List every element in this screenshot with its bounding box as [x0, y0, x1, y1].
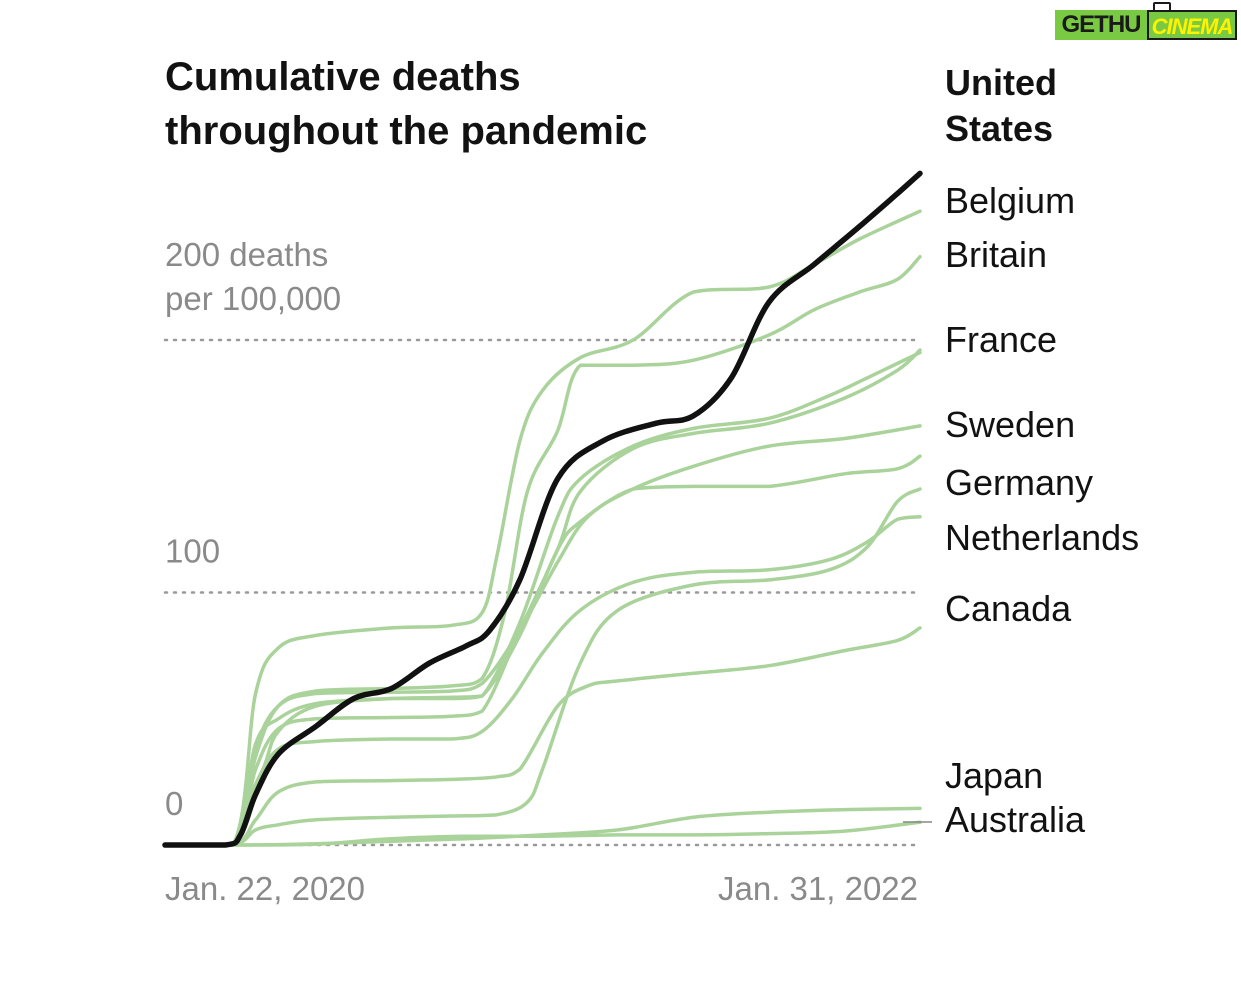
- x-tick-label-end: Jan. 31, 2022: [718, 870, 918, 907]
- label-japan: Japan: [945, 755, 1043, 796]
- x-axis-ticks: Jan. 22, 2020 Jan. 31, 2022: [165, 870, 918, 907]
- series-line-spain: [163, 424, 922, 847]
- series-line-australia: [163, 820, 922, 847]
- watermark-logo: GETHU CINEMA: [1055, 2, 1239, 42]
- label-united-states-line-1: United: [945, 62, 1057, 103]
- label-united-states-line-2: States: [945, 108, 1053, 149]
- chart-title-line-2: throughout the pandemic: [165, 109, 647, 153]
- label-germany: Germany: [945, 462, 1093, 503]
- series-lines: [162, 170, 923, 848]
- logo-left-text: GETHU: [1055, 10, 1147, 40]
- series-line-netherlands: [163, 515, 922, 847]
- y-tick-label-200-0: 200 deaths: [165, 236, 328, 273]
- label-netherlands: Netherlands: [945, 517, 1139, 558]
- series-line-sweden: [163, 454, 922, 847]
- label-sweden: Sweden: [945, 404, 1075, 445]
- label-canada: Canada: [945, 588, 1072, 629]
- y-tick-label-200-1: per 100,000: [165, 280, 341, 317]
- chart-title-line-1: Cumulative deaths: [165, 55, 521, 99]
- series-line-germany: [163, 487, 922, 847]
- series-line-japan: [163, 806, 922, 847]
- x-tick-label-start: Jan. 22, 2020: [165, 870, 365, 907]
- y-axis-ticks: 0 100 200 deaths per 100,000: [165, 236, 341, 822]
- y-tick-label-100-0: 100: [165, 533, 220, 570]
- series-labels: United States Belgium Britain France Sweden Ge…: [903, 62, 1139, 840]
- logo-right-text: CINEMA: [1147, 10, 1237, 40]
- series-line-canada: [163, 626, 922, 847]
- label-france: France: [945, 319, 1057, 360]
- label-belgium: Belgium: [945, 180, 1075, 221]
- label-britain: Britain: [945, 234, 1047, 275]
- label-australia: Australia: [945, 799, 1086, 840]
- series-line-united-states: [162, 170, 923, 848]
- chart-title: Cumulative deaths throughout the pandemi…: [165, 55, 647, 153]
- y-tick-label-0-0: 0: [165, 785, 183, 822]
- series-line-belgium: [163, 209, 922, 847]
